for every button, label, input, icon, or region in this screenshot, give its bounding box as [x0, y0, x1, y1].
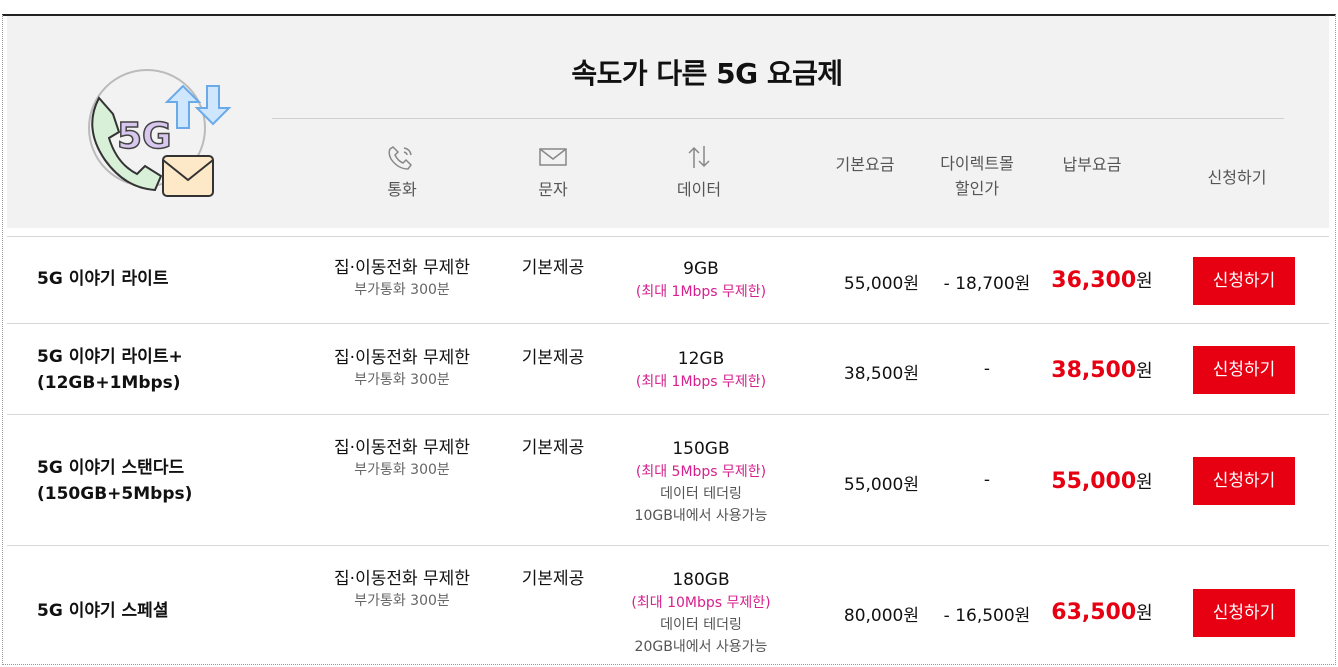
plan-data: 150GB (최대 5Mbps 무제한) 데이터 테더링 10GB내에서 사용가… — [634, 439, 768, 524]
plan-call: 집·이동전화 무제한 부가통화 300분 — [334, 569, 470, 609]
plan-sms: 기본제공 — [521, 569, 585, 589]
plan-sms: 기본제공 — [521, 348, 585, 368]
plan-pay-fee: 63,500원 — [1051, 600, 1153, 625]
plan-sms: 기본제공 — [521, 258, 585, 278]
plan-base-fee: 55,000원 — [843, 274, 919, 294]
plan-name: 5G 이야기 라이트 — [37, 269, 169, 289]
envelope-icon — [539, 148, 567, 166]
updown-arrows-icon — [688, 146, 710, 168]
plan-discount: - — [983, 359, 991, 379]
plan-pay-fee: 55,000원 — [1051, 469, 1153, 494]
header-data: 데이터 — [659, 144, 739, 200]
plan-name: 5G 이야기 스페셜 — [37, 601, 169, 621]
plan-call: 집·이동전화 무제한 부가통화 300분 — [334, 438, 470, 478]
svg-text:5G: 5G — [117, 116, 172, 157]
header-apply: 신청하기 — [1207, 168, 1267, 187]
plan-pay-fee: 36,300원 — [1051, 268, 1153, 293]
plan-name: 5G 이야기 라이트+ (12GB+1Mbps) — [37, 347, 183, 393]
header-discount: 다이렉트몰 할인가 — [940, 154, 1014, 198]
apply-button[interactable]: 신청하기 — [1193, 257, 1295, 305]
plan-base-fee: 80,000원 — [843, 606, 919, 626]
table-row: 5G 이야기 스페셜 집·이동전화 무제한 부가통화 300분 기본제공 180… — [7, 547, 1329, 663]
plan-pay-fee: 38,500원 — [1051, 358, 1153, 383]
plan-name: 5G 이야기 스탠다드 (150GB+5Mbps) — [37, 458, 193, 504]
plan-discount: - 16,500원 — [943, 606, 1031, 626]
plan-discount: - — [983, 470, 991, 490]
header-pay-fee: 납부요금 — [1062, 155, 1122, 174]
apply-button[interactable]: 신청하기 — [1193, 589, 1295, 637]
plan-base-fee: 38,500원 — [843, 364, 919, 384]
table-row: 5G 이야기 라이트 집·이동전화 무제한 부가통화 300분 기본제공 9GB… — [7, 237, 1329, 324]
table-top-divider — [7, 236, 1329, 237]
plan-data: 180GB (최대 10Mbps 무제한) 데이터 테더링 20GB내에서 사용… — [631, 570, 771, 655]
5g-logo-icon: 5G — [88, 69, 232, 197]
plan-call: 집·이동전화 무제한 부가통화 300분 — [334, 258, 470, 298]
table-row: 5G 이야기 라이트+ (12GB+1Mbps) 집·이동전화 무제한 부가통화… — [7, 325, 1329, 415]
page-frame — [2, 14, 1336, 665]
plan-base-fee: 55,000원 — [843, 475, 919, 495]
plan-data: 12GB (최대 1Mbps 무제한) — [635, 349, 767, 390]
table-row: 5G 이야기 스탠다드 (150GB+5Mbps) 집·이동전화 무제한 부가통… — [7, 416, 1329, 546]
phone-icon — [388, 146, 412, 170]
plan-discount: - 18,700원 — [943, 274, 1031, 294]
header-sms: 문자 — [513, 144, 593, 200]
plan-call: 집·이동전화 무제한 부가통화 300분 — [334, 348, 470, 388]
header-divider — [272, 118, 1284, 119]
header-call: 통화 — [362, 144, 442, 200]
plan-data: 9GB (최대 1Mbps 무제한) — [635, 259, 767, 300]
table-header: 5G 속도가 다른 5G 요금제 통화 문자 데이터 기본요금 다이렉트몰 할인… — [7, 16, 1329, 228]
header-base-fee: 기본요금 — [835, 155, 895, 174]
page-title: 속도가 다른 5G 요금제 — [571, 57, 843, 90]
plan-sms: 기본제공 — [521, 438, 585, 458]
apply-button[interactable]: 신청하기 — [1193, 457, 1295, 505]
apply-button[interactable]: 신청하기 — [1193, 346, 1295, 394]
